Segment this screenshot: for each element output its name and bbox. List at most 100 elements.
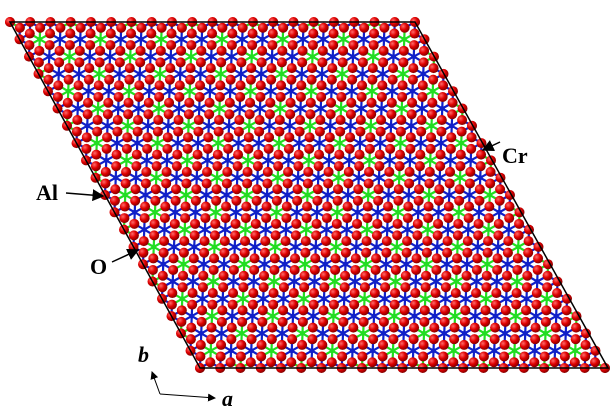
- oxygen-atom: [420, 305, 430, 315]
- oxygen-atom: [100, 178, 110, 188]
- oxygen-atom: [213, 150, 223, 160]
- oxygen-atom: [322, 213, 332, 223]
- metal-atom: [512, 348, 517, 353]
- oxygen-atom: [379, 46, 389, 56]
- oxygen-atom: [288, 29, 298, 39]
- oxygen-atom: [139, 236, 149, 246]
- oxygen-atom: [542, 282, 552, 292]
- oxygen-atom: [259, 282, 269, 292]
- oxygen-atom: [190, 230, 200, 240]
- oxygen-atom: [422, 248, 432, 258]
- metal-atom: [397, 175, 402, 180]
- oxygen-atom: [375, 150, 385, 160]
- oxygen-atom: [435, 161, 445, 171]
- oxygen-atom: [469, 357, 479, 367]
- oxygen-atom: [198, 282, 208, 292]
- metal-atom: [187, 89, 192, 94]
- metal-atom: [286, 158, 291, 163]
- oxygen-atom: [523, 248, 533, 258]
- oxygen-atom: [186, 40, 196, 50]
- metal-atom: [439, 141, 444, 146]
- oxygen-atom: [550, 334, 560, 344]
- oxygen-atom: [359, 317, 369, 327]
- oxygen-atom: [436, 127, 446, 137]
- oxygen-atom: [347, 75, 357, 85]
- oxygen-atom: [318, 317, 328, 327]
- oxygen-atom: [446, 132, 456, 142]
- oxygen-atom: [133, 127, 143, 137]
- oxygen-atom: [212, 161, 222, 171]
- oxygen-atom: [390, 288, 400, 298]
- oxygen-atom: [429, 63, 439, 73]
- metal-atom: [336, 175, 341, 180]
- oxygen-atom: [290, 253, 300, 263]
- oxygen-atom: [448, 357, 458, 367]
- oxygen-atom: [257, 317, 267, 327]
- metal-atom: [349, 89, 354, 94]
- oxygen-atom: [122, 132, 132, 142]
- metal-atom: [287, 123, 292, 128]
- oxygen-atom: [360, 282, 370, 292]
- oxygen-atom: [286, 75, 296, 85]
- oxygen-atom: [355, 127, 365, 137]
- oxygen-atom: [465, 178, 475, 188]
- oxygen-atom: [466, 144, 476, 154]
- metal-atom: [237, 106, 242, 111]
- oxygen-atom: [179, 236, 189, 246]
- oxygen-atom: [423, 213, 433, 223]
- oxygen-atom: [268, 29, 278, 39]
- oxygen-atom: [390, 300, 400, 310]
- oxygen-atom: [226, 334, 236, 344]
- metal-atom: [77, 71, 82, 76]
- a-axis-arrow: [160, 394, 215, 398]
- metal-atom: [504, 296, 509, 301]
- oxygen-atom: [481, 305, 491, 315]
- metal-atom: [392, 314, 397, 319]
- metal-atom: [301, 296, 306, 301]
- oxygen-atom: [434, 196, 444, 206]
- metal-atom: [179, 37, 184, 42]
- oxygen-atom: [415, 150, 425, 160]
- metal-atom: [47, 54, 52, 59]
- oxygen-atom: [224, 132, 234, 142]
- oxygen-atom: [421, 271, 431, 281]
- oxygen-atom: [388, 63, 398, 73]
- metal-atom: [267, 123, 272, 128]
- metal-atom: [324, 227, 329, 232]
- oxygen-atom: [343, 178, 353, 188]
- metal-atom: [409, 123, 414, 128]
- oxygen-atom: [236, 351, 246, 361]
- oxygen-atom: [432, 253, 442, 263]
- metal-atom: [473, 314, 478, 319]
- oxygen-atom: [581, 340, 591, 350]
- oxygen-atom: [281, 236, 291, 246]
- metal-atom: [370, 89, 375, 94]
- oxygen-atom: [247, 40, 257, 50]
- oxygen-atom: [269, 265, 279, 275]
- metal-atom: [97, 71, 102, 76]
- metal-atom: [321, 37, 326, 42]
- oxygen-atom: [131, 184, 141, 194]
- oxygen-atom: [301, 236, 311, 246]
- oxygen-atom: [313, 184, 323, 194]
- oxygen-atom: [238, 305, 248, 315]
- metal-atom: [174, 175, 179, 180]
- metal-atom: [309, 89, 314, 94]
- metal-atom: [167, 89, 172, 94]
- oxygen-atom: [217, 23, 227, 33]
- oxygen-atom: [281, 213, 291, 223]
- metal-atom: [399, 106, 404, 111]
- metal-atom: [477, 210, 482, 215]
- oxygen-atom: [349, 300, 359, 310]
- metal-atom: [75, 106, 80, 111]
- oxygen-atom: [235, 92, 245, 102]
- oxygen-atom: [462, 271, 472, 281]
- oxygen-atom: [266, 75, 276, 85]
- oxygen-atom: [510, 334, 520, 344]
- oxygen-atom: [201, 202, 211, 212]
- metal-atom: [310, 54, 315, 59]
- metal-atom: [389, 123, 394, 128]
- oxygen-atom: [417, 115, 427, 125]
- oxygen-atom: [442, 248, 452, 258]
- oxygen-atom: [383, 202, 393, 212]
